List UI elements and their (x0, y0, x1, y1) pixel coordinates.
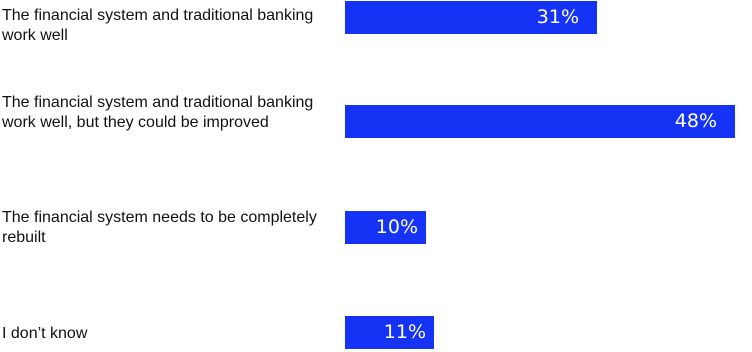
category-label: The financial system needs to be complet… (2, 209, 317, 246)
category-label: The financial system and traditional ban… (2, 7, 314, 44)
data-label: 48% (674, 110, 717, 132)
data-label: 31% (536, 6, 579, 28)
bar: 31% (345, 1, 597, 34)
bar: 11% (345, 316, 434, 349)
category-label: The financial system and traditional ban… (2, 94, 314, 131)
bar: 48% (345, 105, 735, 138)
bar: 10% (345, 211, 426, 244)
data-label: 10% (375, 216, 418, 238)
category-label: I don’t know (2, 325, 88, 342)
data-label: 11% (383, 321, 426, 343)
